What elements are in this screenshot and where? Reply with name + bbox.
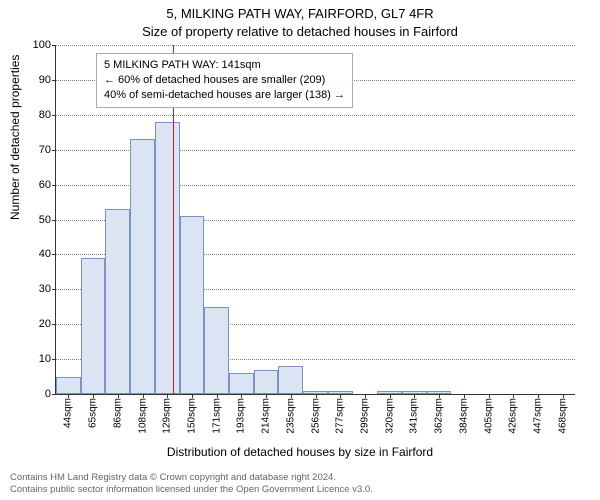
footer-attribution: Contains HM Land Registry data © Crown c… [10,472,373,496]
xtick-label: 86sqm [112,398,123,428]
x-axis-label: Distribution of detached houses by size … [0,445,600,459]
ytick-mark [52,220,56,221]
xtick-label: 384sqm [458,398,469,434]
ytick-label: 70 [39,144,51,156]
xtick-label: 447sqm [532,398,543,434]
ytick-label: 10 [39,353,51,365]
ytick-label: 60 [39,179,51,191]
xtick-label: 108sqm [137,398,148,434]
histogram-bar [204,307,229,394]
ytick-mark [52,45,56,46]
xtick-label: 214sqm [261,398,272,434]
chart-title-line1: 5, MILKING PATH WAY, FAIRFORD, GL7 4FR [0,6,600,21]
annotation-line-1: 5 MILKING PATH WAY: 141sqm [104,58,345,73]
ytick-mark [52,289,56,290]
histogram-bar [278,366,303,394]
ytick-label: 20 [39,318,51,330]
plot-area: 010203040506070809010044sqm65sqm86sqm108… [55,45,575,395]
xtick-label: 256sqm [310,398,321,434]
histogram-bar [56,377,81,394]
ytick-mark [52,394,56,395]
ytick-mark [52,324,56,325]
gridline [56,115,575,116]
xtick-label: 426sqm [508,398,519,434]
xtick-label: 320sqm [384,398,395,434]
annotation-box: 5 MILKING PATH WAY: 141sqm ← 60% of deta… [96,53,353,108]
ytick-label: 100 [33,39,51,51]
ytick-label: 80 [39,109,51,121]
annotation-line-2: ← 60% of detached houses are smaller (20… [104,73,345,88]
xtick-label: 129sqm [162,398,173,434]
xtick-label: 171sqm [211,398,222,434]
ytick-mark [52,150,56,151]
ytick-label: 90 [39,74,51,86]
xtick-label: 405sqm [483,398,494,434]
ytick-label: 30 [39,283,51,295]
xtick-label: 235sqm [285,398,296,434]
ytick-label: 50 [39,214,51,226]
histogram-bar [81,258,106,394]
xtick-label: 277sqm [335,398,346,434]
ytick-label: 40 [39,248,51,260]
annotation-line-3: 40% of semi-detached houses are larger (… [104,88,345,103]
chart-title-line2: Size of property relative to detached ho… [0,24,600,39]
xtick-label: 44sqm [63,398,74,428]
footer-line-1: Contains HM Land Registry data © Crown c… [10,472,373,484]
ytick-mark [52,254,56,255]
xtick-label: 341sqm [409,398,420,434]
histogram-bar [155,122,180,394]
xtick-label: 150sqm [186,398,197,434]
chart-container: 5, MILKING PATH WAY, FAIRFORD, GL7 4FR S… [0,0,600,500]
histogram-bar [180,216,205,394]
histogram-bar [130,139,155,394]
y-axis-label: Number of detached properties [8,55,22,220]
xtick-label: 362sqm [434,398,445,434]
footer-line-2: Contains public sector information licen… [10,484,373,496]
ytick-mark [52,80,56,81]
histogram-bar [254,370,279,394]
ytick-mark [52,115,56,116]
gridline [56,45,575,46]
histogram-bar [229,373,254,394]
ytick-mark [52,185,56,186]
xtick-label: 468sqm [557,398,568,434]
xtick-label: 65sqm [88,398,99,428]
ytick-label: 0 [45,388,51,400]
histogram-bar [105,209,130,394]
xtick-label: 193sqm [236,398,247,434]
xtick-label: 299sqm [359,398,370,434]
ytick-mark [52,359,56,360]
